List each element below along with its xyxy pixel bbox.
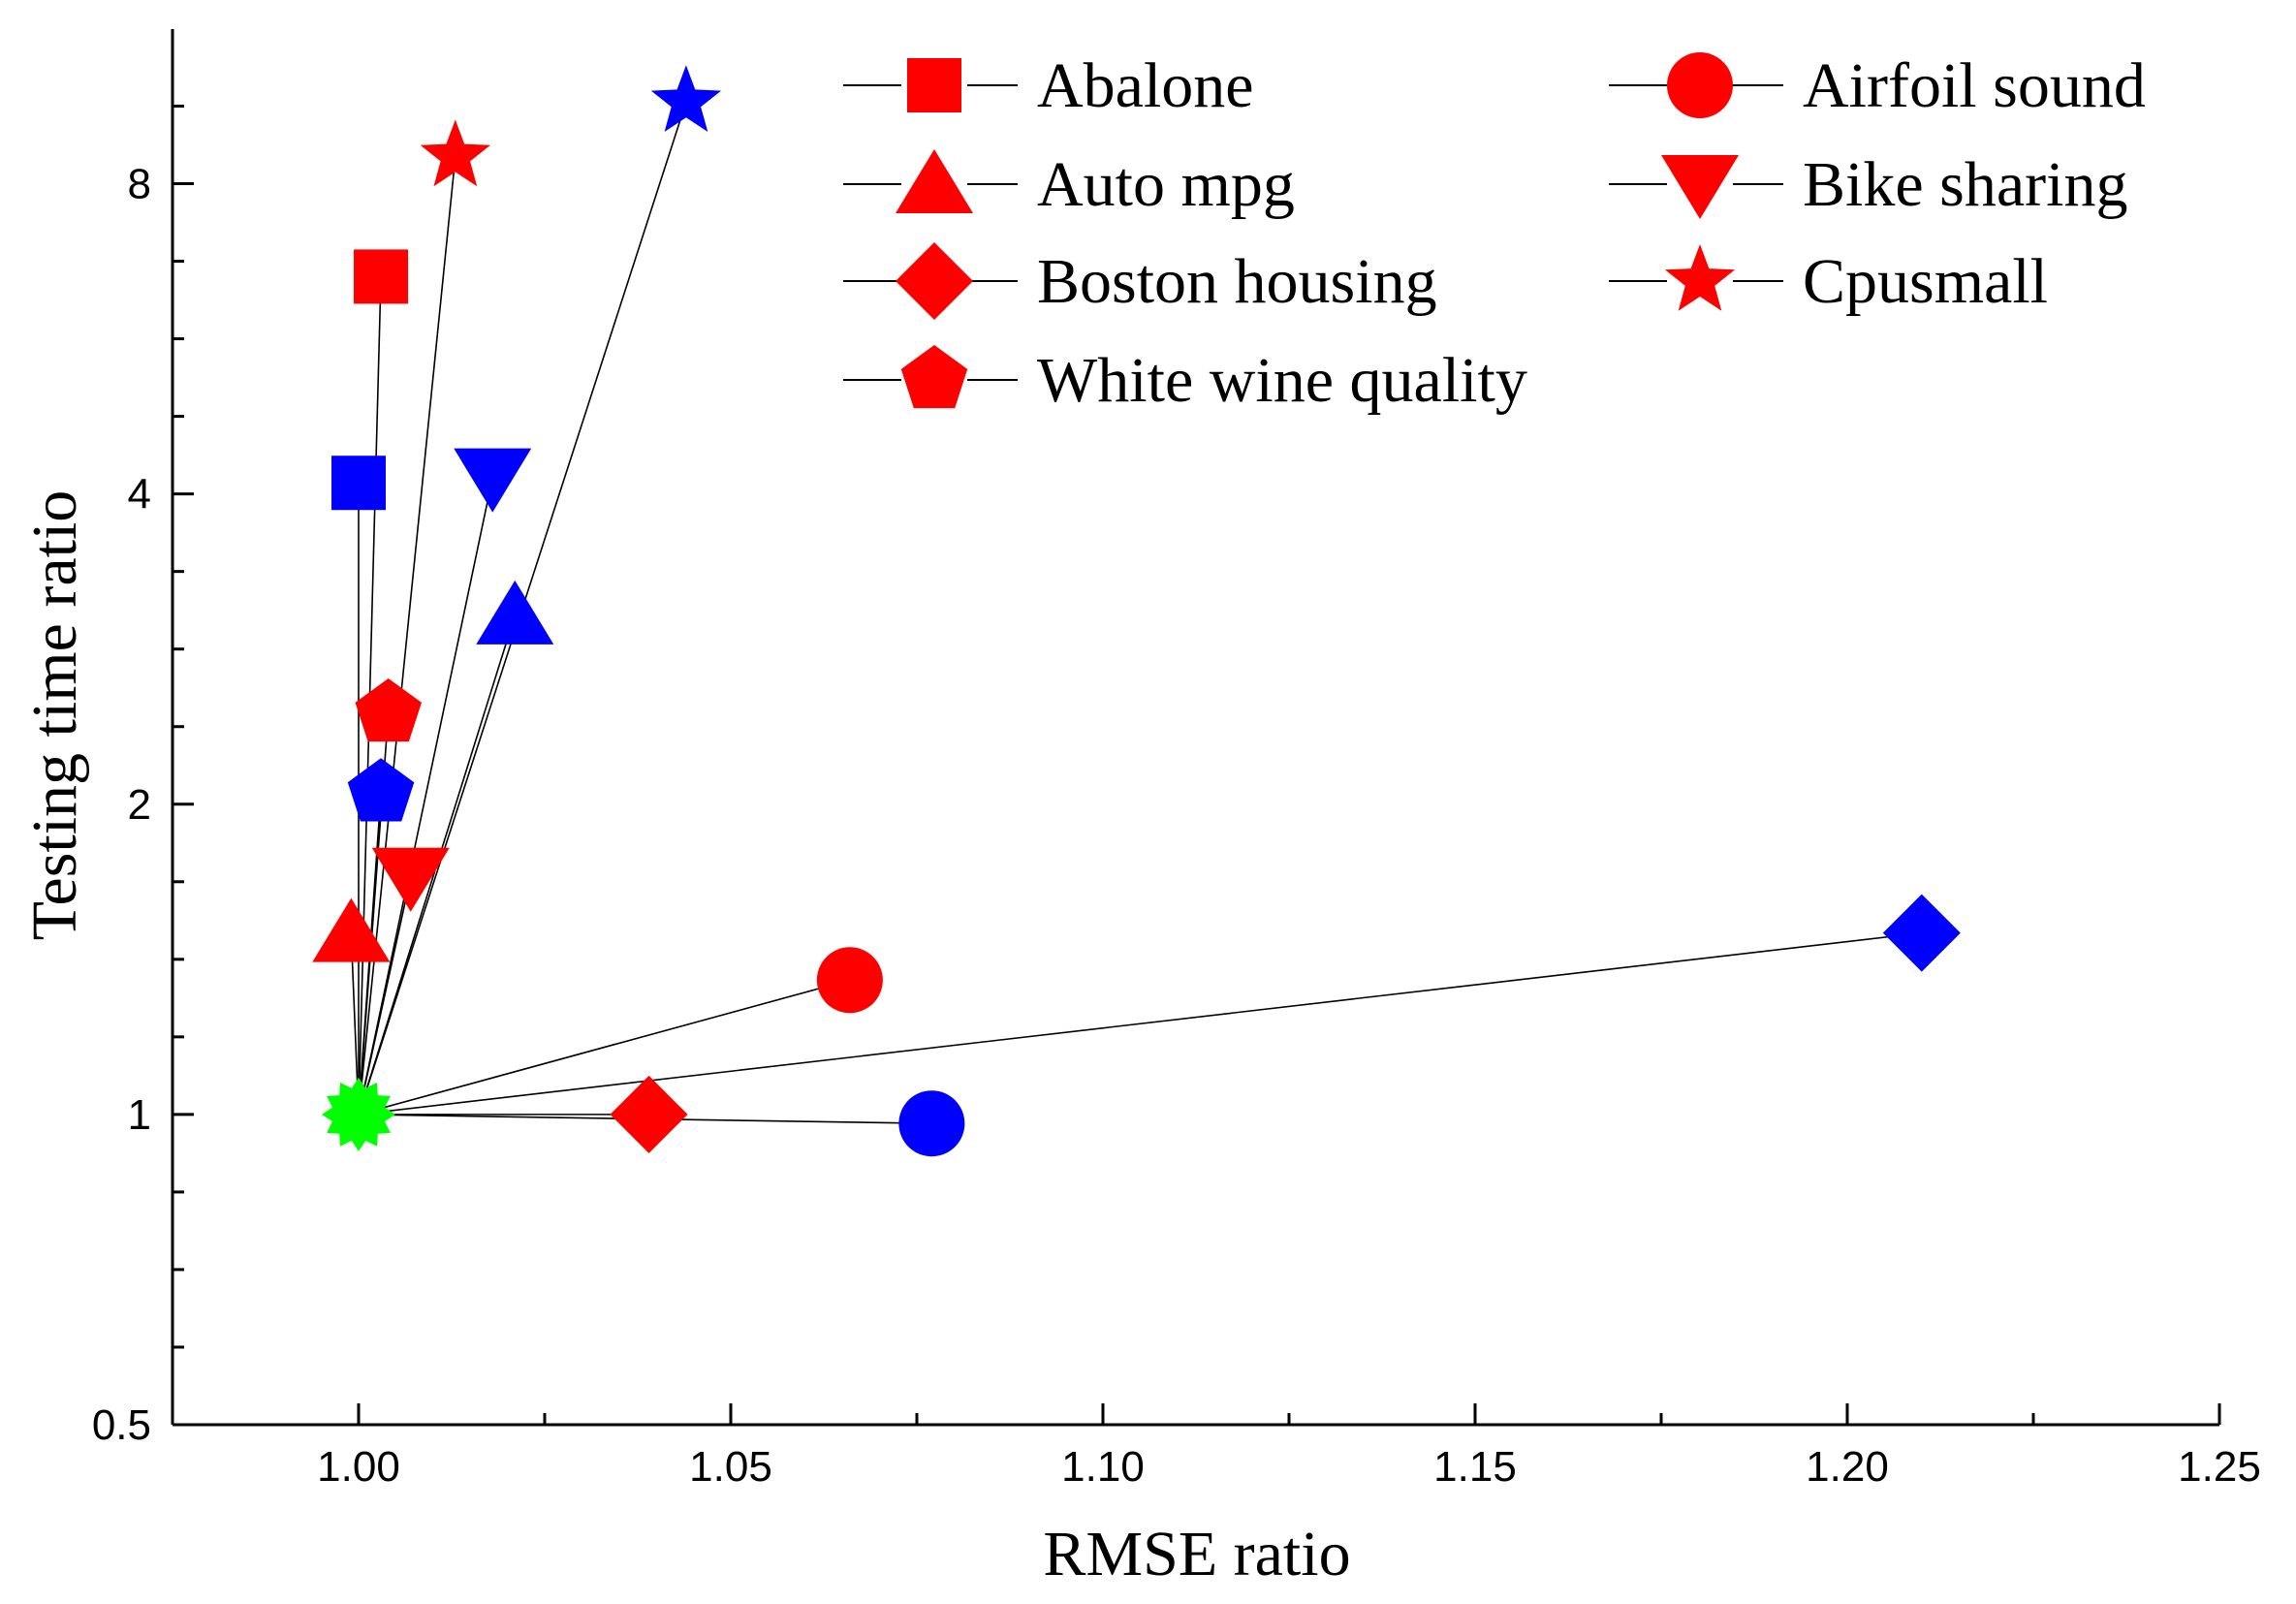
legend-label-cpusmall: Cpusmall (1803, 246, 2048, 317)
y-axis-title: Testing time ratio (19, 490, 90, 941)
x-tick-label: 1.05 (689, 1443, 772, 1491)
y-tick-label: 0.5 (92, 1401, 151, 1449)
point-bike-sharing-blue (454, 448, 532, 513)
connector-line (358, 931, 1922, 1116)
point-abalone-red (354, 249, 409, 304)
point-boston-housing-blue (1882, 894, 1961, 972)
point-boston-housing-red (610, 1075, 688, 1153)
legend-marker-bike-sharing (1661, 155, 1739, 219)
legend-label-bike-sharing: Bike sharing (1803, 149, 2127, 220)
legend-label-white-wine-quality: White wine quality (1037, 345, 1527, 416)
connector-line (358, 979, 851, 1116)
legend-marker-abalone (907, 58, 961, 112)
point-cpusmall-blue (650, 65, 722, 132)
point-white-wine-quality-blue (347, 758, 415, 822)
x-tick-label: 1.00 (317, 1443, 400, 1491)
point-airfoil-sound-red (816, 947, 883, 1014)
connector-line (358, 477, 494, 1116)
y-tick-label: 8 (128, 161, 151, 208)
x-tick-label: 1.10 (1061, 1443, 1145, 1491)
x-tick-label: 1.15 (1433, 1443, 1517, 1491)
point-bike-sharing-red (371, 847, 450, 912)
point-auto-mpg-red (312, 897, 391, 962)
y-tick-label: 2 (128, 781, 151, 829)
legend-label-boston-housing: Boston housing (1037, 246, 1437, 317)
point-abalone-blue (331, 456, 386, 511)
origin-point (322, 1077, 395, 1151)
point-white-wine-quality-red (355, 678, 422, 742)
legend-marker-boston-housing (896, 242, 973, 320)
x-axis-title: RMSE ratio (1043, 1519, 1350, 1589)
point-cpusmall-red (420, 119, 490, 187)
axes: 1.00 1.05 1.10 1.15 1.20 1.25 0.5 1 2 4 8 (92, 29, 2261, 1491)
x-tick-label: 1.20 (1806, 1443, 1889, 1491)
legend-label-abalone: Abalone (1037, 50, 1254, 121)
point-airfoil-sound-blue (898, 1090, 965, 1157)
point-auto-mpg-blue (476, 580, 554, 645)
legend-marker-auto-mpg (896, 149, 973, 213)
x-tick-label: 1.25 (2178, 1443, 2261, 1491)
legend-marker-airfoil-sound (1667, 52, 1733, 118)
y-tick-label: 1 (128, 1091, 151, 1139)
legend-label-airfoil-sound: Airfoil sound (1803, 50, 2146, 121)
data-points (312, 65, 1961, 1157)
legend-marker-cpusmall (1664, 244, 1736, 311)
y-tick-label: 4 (128, 471, 151, 519)
legend-marker-white-wine-quality (900, 345, 968, 409)
legend-label-auto-mpg: Auto mpg (1037, 149, 1295, 220)
legend: Abalone Airfoil sound Auto mpg Bike sharing… (843, 50, 2146, 416)
